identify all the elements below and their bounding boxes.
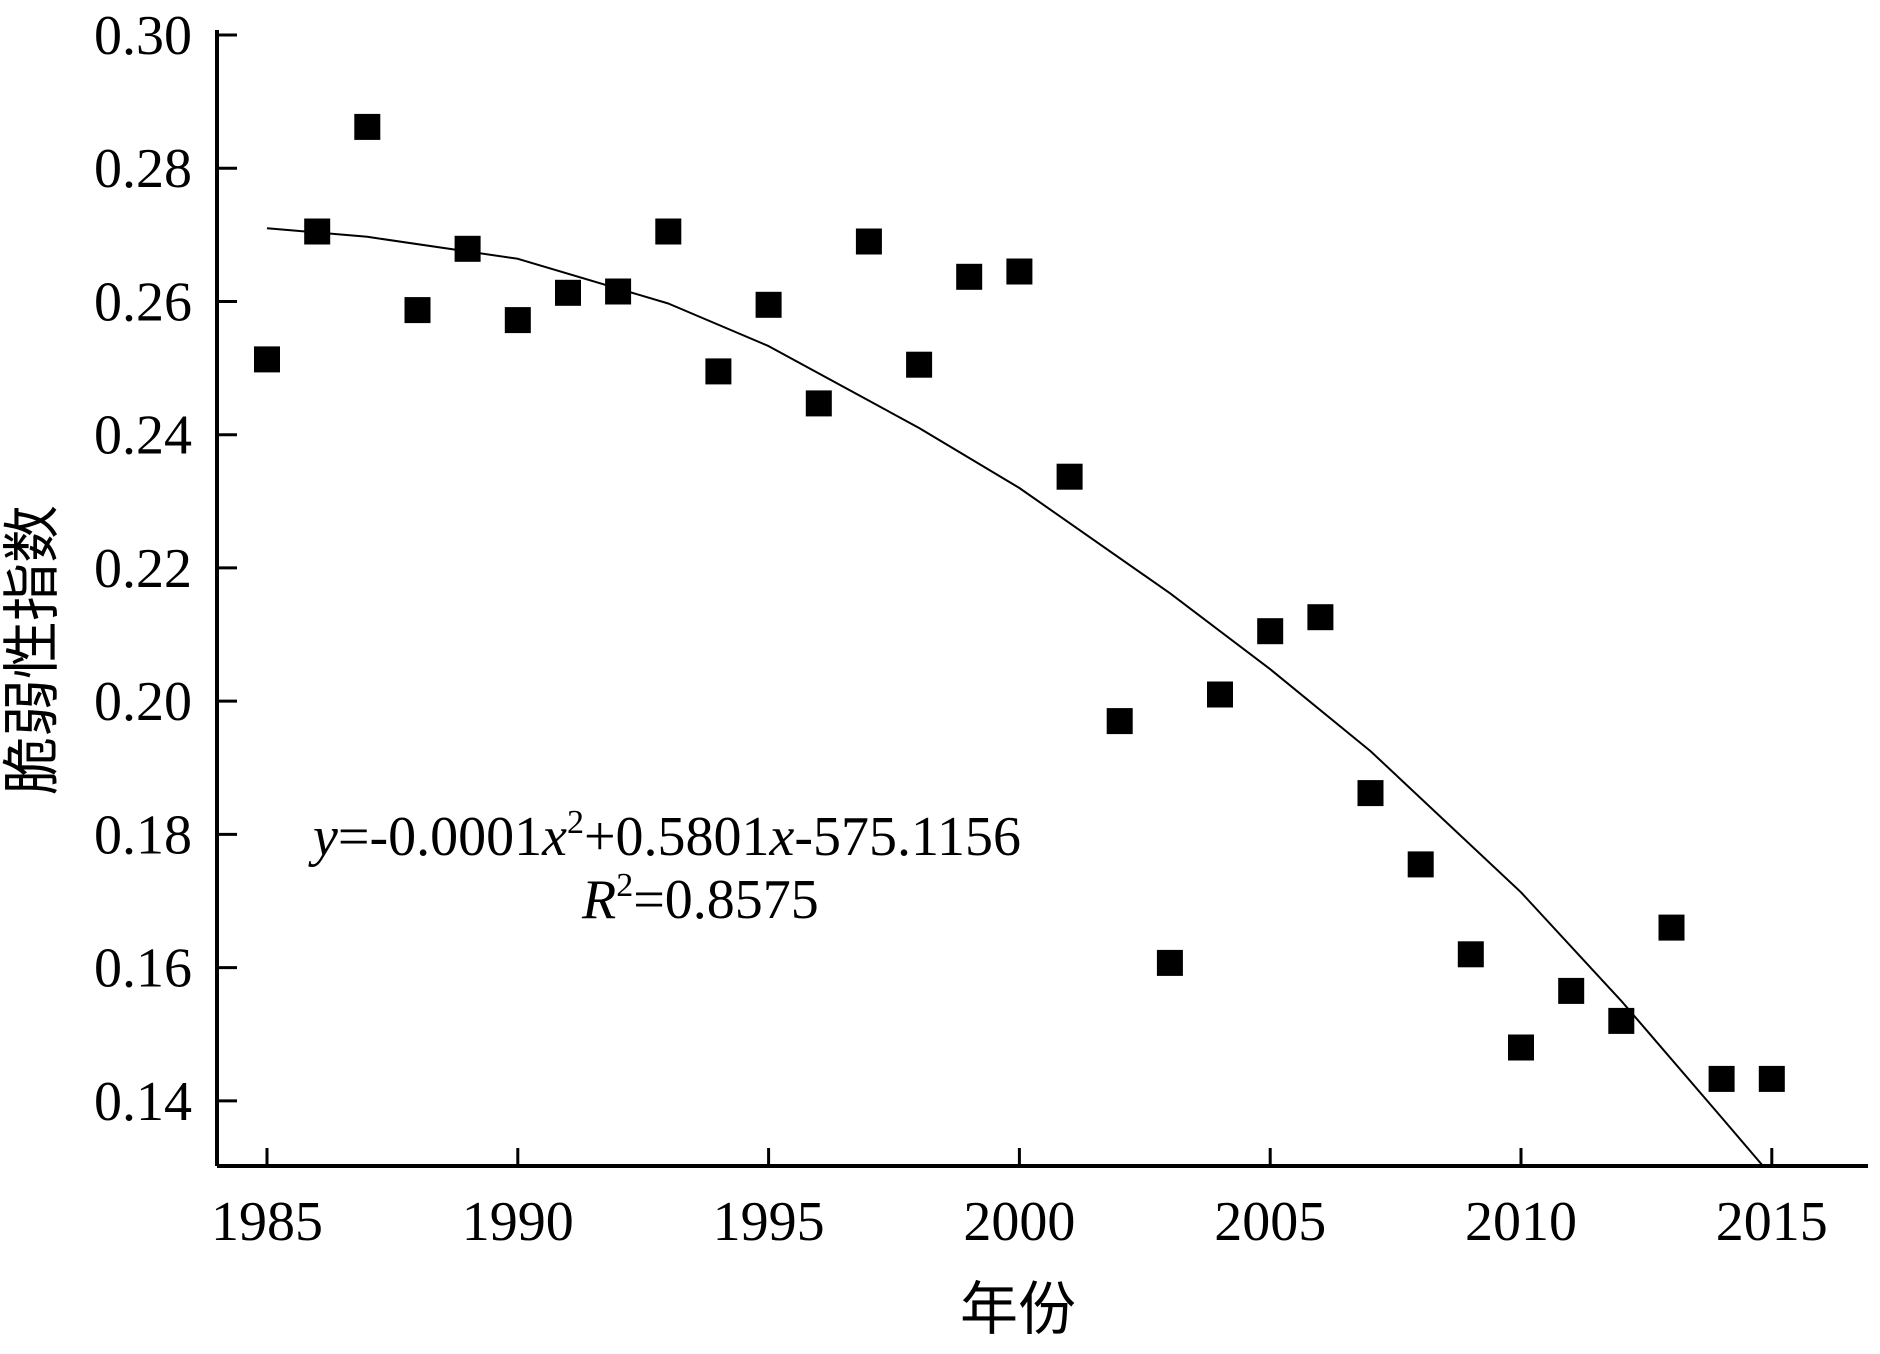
data-point (1307, 604, 1334, 631)
data-point (906, 351, 933, 378)
data-point (254, 346, 280, 373)
data-point (354, 113, 381, 140)
data-point (755, 291, 782, 318)
x-tick-label: 2010 (1465, 1191, 1577, 1253)
x-tick-label: 2005 (1214, 1191, 1326, 1253)
data-point (1508, 1034, 1534, 1061)
y-tick-label: 0.28 (94, 138, 192, 200)
data-point (855, 228, 882, 255)
data-point (454, 235, 481, 262)
eq-var-x2: x (769, 806, 795, 868)
r-squared-label: R2=0.8575 (581, 867, 819, 931)
y-tick-label: 0.24 (94, 405, 192, 467)
eq-sup-2: 2 (567, 804, 584, 841)
x-tick-label: 2015 (1716, 1191, 1828, 1253)
x-tick-label: 2000 (963, 1191, 1075, 1253)
data-point (504, 307, 531, 334)
y-tick-label: 0.14 (94, 1071, 192, 1133)
data-point (1156, 949, 1183, 976)
x-axis-title: 年份 (960, 1275, 1076, 1343)
eq-coef-b: +0.5801 (584, 806, 770, 868)
data-point (1708, 1065, 1735, 1092)
y-tick-label: 0.30 (94, 5, 192, 67)
x-tick-label: 1985 (211, 1191, 323, 1253)
data-point (1608, 1007, 1635, 1034)
eq-var-x1: x (541, 806, 567, 868)
data-point (805, 390, 832, 417)
y-axis-title: 脆弱性指数 (0, 505, 66, 795)
eq-const: -575.1156 (794, 806, 1021, 868)
y-tick-label: 0.20 (94, 671, 192, 733)
data-point (1357, 780, 1384, 807)
axes (215, 30, 1868, 1168)
trend-equation: y=-0.0001x2+0.5801x-575.1156 (308, 804, 1021, 868)
data-point (1056, 463, 1083, 490)
data-point (655, 218, 682, 245)
r2-var-r: R (581, 869, 616, 931)
data-point (1407, 851, 1434, 878)
r2-value: =0.8575 (633, 869, 819, 931)
eq-coef-a: =-0.0001 (338, 806, 542, 868)
y-tick-label: 0.26 (94, 271, 192, 333)
r2-sup-2: 2 (616, 867, 633, 904)
data-point (1207, 681, 1233, 708)
trendline (266, 227, 1766, 1169)
eq-var-y: y (308, 806, 338, 868)
data-point (1558, 977, 1585, 1004)
data-points (254, 113, 1785, 1092)
data-point (404, 297, 431, 324)
y-tick-label: 0.16 (94, 938, 192, 1000)
data-point (956, 263, 983, 290)
data-point (304, 218, 331, 245)
y-tick-label: 0.18 (94, 804, 192, 866)
x-tick-label: 1990 (462, 1191, 574, 1253)
data-point (1658, 914, 1685, 941)
data-point (1257, 618, 1284, 645)
data-point (705, 358, 732, 385)
data-point (1106, 708, 1133, 735)
y-tick-label: 0.22 (94, 538, 192, 600)
data-point (555, 279, 581, 306)
y-ticks: 0.14 0.16 0.18 0.20 0.22 0.24 0.26 0.28 0.30 (94, 5, 237, 1133)
data-point (1457, 941, 1484, 968)
x-ticks: 1985 1990 1995 2000 2005 2010 2015 (211, 1148, 1828, 1253)
data-point (1006, 258, 1033, 285)
trendline-group (266, 227, 1766, 1169)
data-point (605, 278, 632, 305)
data-point (1758, 1065, 1785, 1092)
x-tick-label: 1995 (713, 1191, 825, 1253)
